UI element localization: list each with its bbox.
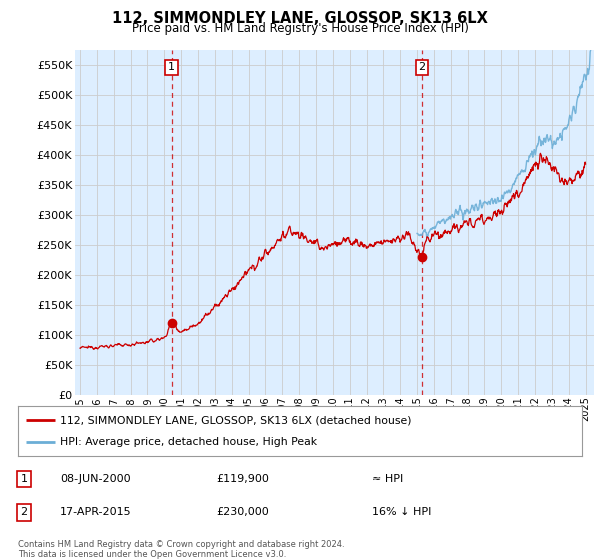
Text: 112, SIMMONDLEY LANE, GLOSSOP, SK13 6LX: 112, SIMMONDLEY LANE, GLOSSOP, SK13 6LX (112, 11, 488, 26)
Text: 2: 2 (20, 507, 28, 517)
Text: £119,900: £119,900 (216, 474, 269, 484)
Text: 08-JUN-2000: 08-JUN-2000 (60, 474, 131, 484)
Text: 112, SIMMONDLEY LANE, GLOSSOP, SK13 6LX (detached house): 112, SIMMONDLEY LANE, GLOSSOP, SK13 6LX … (60, 415, 412, 425)
Text: Contains HM Land Registry data © Crown copyright and database right 2024.
This d: Contains HM Land Registry data © Crown c… (18, 540, 344, 559)
Text: 2: 2 (418, 63, 425, 72)
Text: 1: 1 (168, 63, 175, 72)
Text: £230,000: £230,000 (216, 507, 269, 517)
Text: 16% ↓ HPI: 16% ↓ HPI (372, 507, 431, 517)
Text: Price paid vs. HM Land Registry's House Price Index (HPI): Price paid vs. HM Land Registry's House … (131, 22, 469, 35)
Text: HPI: Average price, detached house, High Peak: HPI: Average price, detached house, High… (60, 437, 317, 447)
Text: 17-APR-2015: 17-APR-2015 (60, 507, 131, 517)
Text: 1: 1 (20, 474, 28, 484)
Text: ≈ HPI: ≈ HPI (372, 474, 403, 484)
